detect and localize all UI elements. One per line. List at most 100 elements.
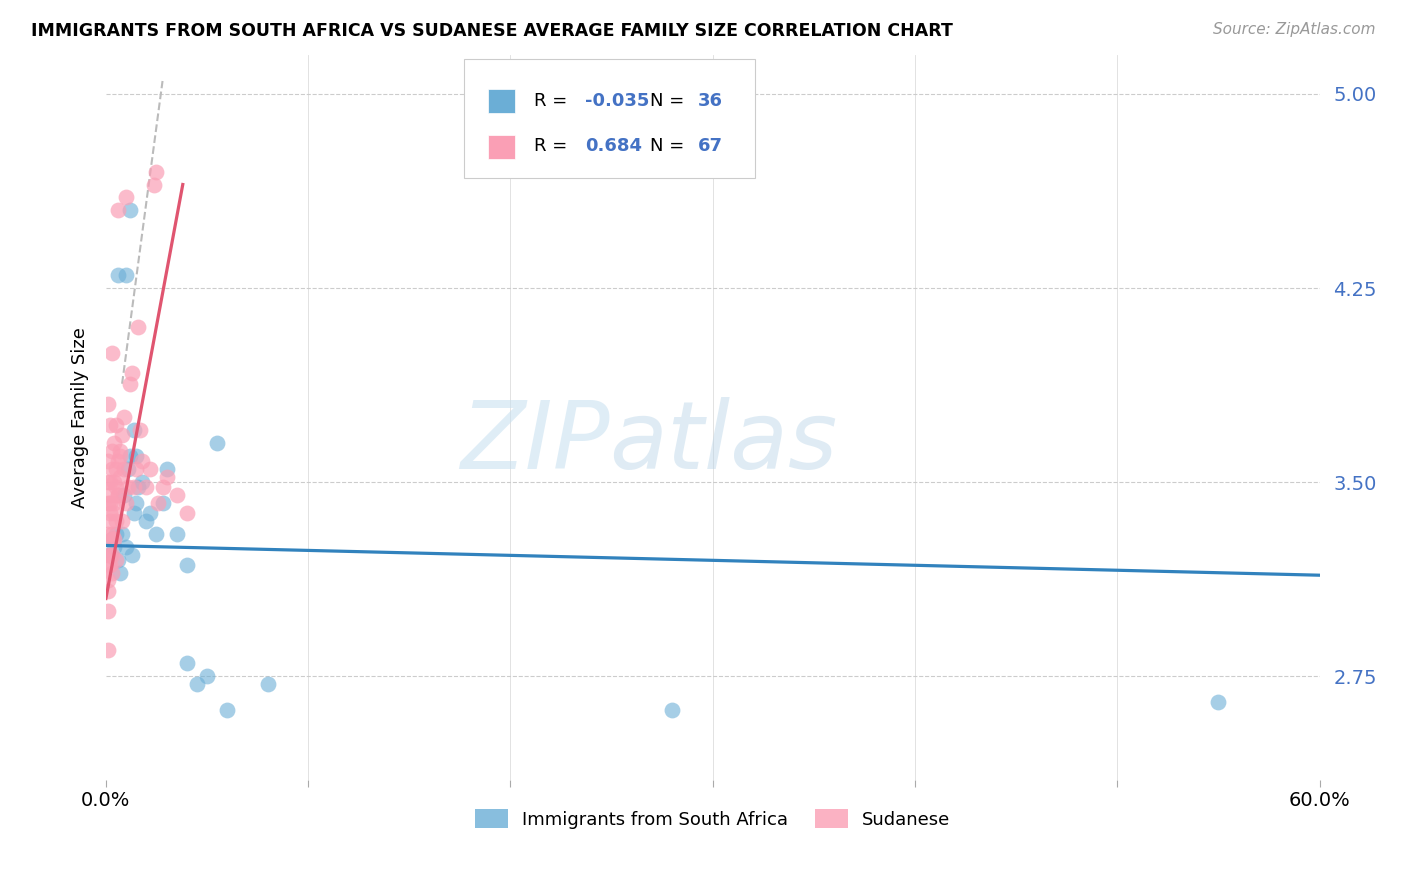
Point: [122, 480, 145, 494]
Point: [145, 526, 167, 541]
Text: Source: ZipAtlas.com: Source: ZipAtlas.com: [1212, 22, 1375, 37]
Point: [176, 558, 198, 572]
Point: [97, 548, 120, 562]
Point: [98, 558, 121, 572]
Point: [117, 480, 139, 494]
Text: R =: R =: [534, 92, 574, 110]
Y-axis label: Average Family Size: Average Family Size: [72, 327, 89, 508]
Point: [143, 178, 166, 192]
Text: ZIP: ZIP: [460, 397, 610, 488]
Point: [107, 488, 129, 502]
Point: [195, 669, 218, 683]
Point: [125, 462, 148, 476]
Point: [115, 540, 138, 554]
Text: 0.684: 0.684: [585, 136, 643, 154]
Point: [152, 480, 174, 494]
Point: [101, 532, 124, 546]
Point: [101, 532, 124, 546]
Point: [120, 203, 142, 218]
Point: [217, 703, 239, 717]
Point: [103, 475, 125, 489]
Point: [97, 574, 120, 588]
Point: [1208, 695, 1230, 709]
Point: [103, 496, 125, 510]
Point: [107, 454, 129, 468]
Point: [103, 506, 125, 520]
Point: [131, 454, 153, 468]
Point: [145, 164, 167, 178]
Point: [108, 470, 131, 484]
Point: [107, 203, 129, 218]
Point: [105, 514, 128, 528]
Point: [115, 268, 138, 282]
Point: [127, 480, 149, 494]
Text: atlas: atlas: [610, 397, 838, 488]
Text: 67: 67: [699, 136, 723, 154]
Point: [176, 506, 198, 520]
Point: [97, 583, 120, 598]
Point: [107, 488, 129, 502]
Point: [101, 462, 124, 476]
Point: [661, 703, 683, 717]
Point: [120, 376, 142, 391]
Point: [112, 488, 135, 502]
Point: [122, 423, 145, 437]
FancyBboxPatch shape: [488, 89, 515, 113]
Point: [256, 677, 278, 691]
Text: -0.035: -0.035: [585, 92, 650, 110]
Point: [101, 444, 124, 458]
Point: [125, 449, 148, 463]
Point: [176, 656, 198, 670]
Point: [139, 462, 162, 476]
Point: [98, 548, 121, 562]
Point: [166, 526, 188, 541]
Point: [97, 496, 120, 510]
Point: [97, 454, 120, 468]
Point: [97, 558, 120, 572]
Point: [105, 480, 128, 494]
Point: [101, 566, 124, 580]
Point: [107, 552, 129, 566]
Text: IMMIGRANTS FROM SOUTH AFRICA VS SUDANESE AVERAGE FAMILY SIZE CORRELATION CHART: IMMIGRANTS FROM SOUTH AFRICA VS SUDANESE…: [31, 22, 953, 40]
Point: [98, 475, 121, 489]
Point: [135, 480, 157, 494]
Point: [117, 462, 139, 476]
Point: [125, 496, 148, 510]
Text: N =: N =: [650, 92, 689, 110]
Point: [98, 488, 121, 502]
Point: [121, 367, 143, 381]
Point: [155, 470, 177, 484]
Text: 36: 36: [699, 92, 723, 110]
Point: [98, 514, 121, 528]
Point: [103, 540, 125, 554]
Point: [105, 526, 128, 541]
Point: [135, 514, 157, 528]
Point: [108, 444, 131, 458]
Point: [139, 506, 162, 520]
Point: [155, 462, 177, 476]
Point: [166, 488, 188, 502]
Legend: Immigrants from South Africa, Sudanese: Immigrants from South Africa, Sudanese: [468, 802, 957, 836]
Point: [131, 475, 153, 489]
Point: [105, 462, 128, 476]
Point: [205, 436, 228, 450]
Point: [112, 462, 135, 476]
Point: [129, 423, 152, 437]
Point: [152, 496, 174, 510]
Point: [115, 190, 138, 204]
Point: [122, 506, 145, 520]
Point: [98, 496, 121, 510]
Point: [108, 449, 131, 463]
Point: [121, 548, 143, 562]
Point: [97, 526, 120, 541]
Point: [107, 268, 129, 282]
Point: [101, 548, 124, 562]
FancyBboxPatch shape: [488, 135, 515, 159]
Point: [115, 496, 138, 510]
Text: N =: N =: [650, 136, 689, 154]
Point: [97, 643, 120, 657]
Point: [127, 319, 149, 334]
Point: [186, 677, 208, 691]
Point: [148, 496, 170, 510]
Point: [111, 428, 134, 442]
